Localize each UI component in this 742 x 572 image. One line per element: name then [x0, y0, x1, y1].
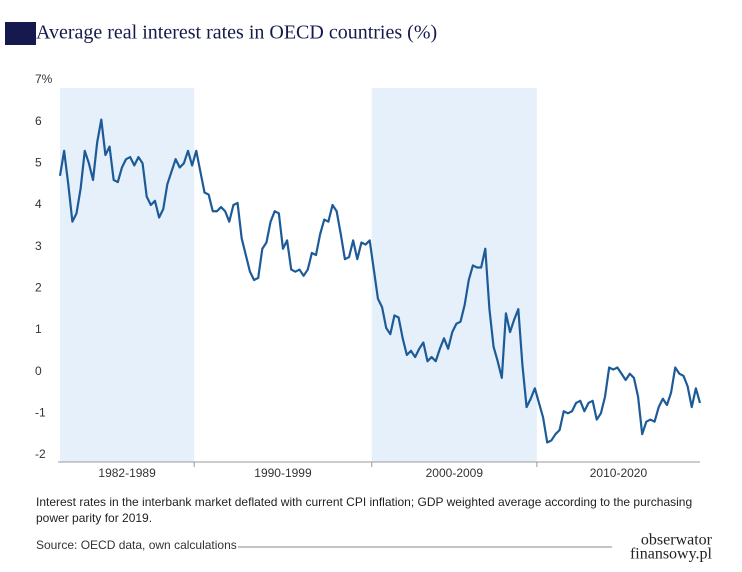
brand-bottom: finansowy.pl	[630, 546, 713, 563]
y-tick-label: 1	[35, 322, 42, 336]
data-line	[58, 118, 702, 444]
x-tick-label: 2000-2009	[426, 466, 484, 480]
x-tick-label: 2010-2020	[590, 466, 648, 480]
x-tick-label: 1990-1999	[254, 466, 312, 480]
footnote: Interest rates in the interbank market d…	[36, 495, 693, 525]
title-marker	[5, 22, 36, 45]
period-band	[60, 88, 195, 462]
y-tick-label: 3	[35, 239, 42, 253]
chart-title: Average real interest rates in OECD coun…	[36, 22, 437, 44]
y-tick-label: 4	[35, 197, 42, 211]
x-tick-label: 1982-1989	[98, 466, 156, 480]
brand-top: obserwator	[641, 532, 713, 549]
period-band	[371, 88, 537, 462]
source: Source: OECD data, own calculations	[36, 538, 237, 552]
y-tick-label: -1	[35, 406, 46, 420]
y-tick-label: 7%	[35, 72, 53, 86]
y-tick-label: 5	[35, 156, 42, 170]
y-tick-label: 2	[35, 281, 42, 295]
y-tick-label: 0	[35, 364, 42, 378]
y-tick-label: -2	[35, 447, 46, 461]
y-tick-label: 6	[35, 114, 42, 128]
